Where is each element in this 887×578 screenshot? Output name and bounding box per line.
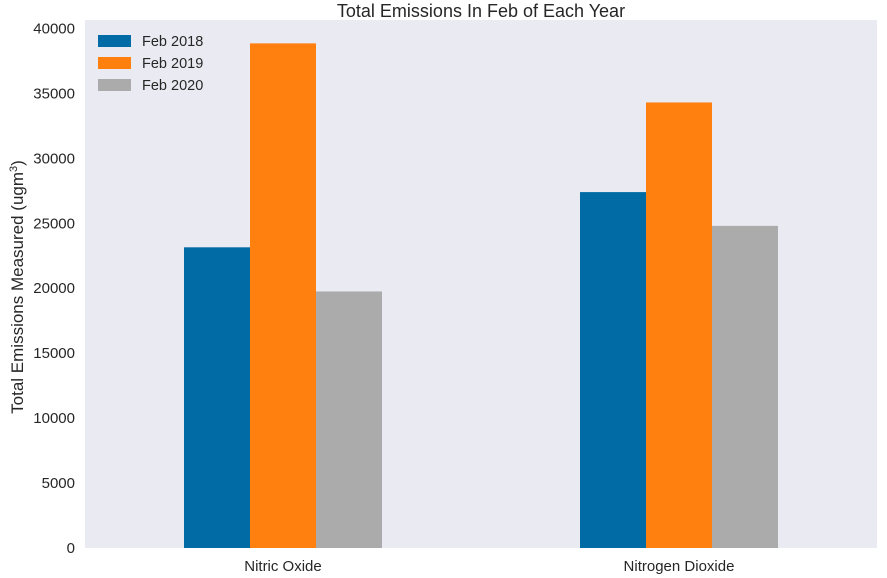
legend-swatch [98,35,131,47]
x-tick-label: Nitric Oxide [244,558,322,575]
y-tick-label: 40000 [33,20,75,37]
legend-swatch [98,79,131,91]
y-tick-label: 0 [67,540,75,557]
bar-feb-2019-nitrogen-dioxide [646,102,712,548]
y-axis-ticks: 0 5000 10000 15000 20000 25000 30000 35000 40000 [33,20,75,557]
y-axis-label-main: Total Emissions Measured (ugm [8,172,27,414]
legend-label: Feb 2018 [142,34,203,50]
y-tick-label: 35000 [33,85,75,102]
bar-feb-2020-nitrogen-dioxide [712,225,778,548]
legend: Feb 2018 Feb 2019 Feb 2020 [98,34,203,94]
y-tick-label: 20000 [33,280,75,297]
y-axis-label-suffix: ) [8,160,27,166]
legend-label: Feb 2019 [142,56,203,72]
bar-feb-2018-nitrogen-dioxide [580,192,646,548]
y-tick-label: 5000 [42,475,75,492]
x-axis-ticks: Nitric Oxide Nitrogen Dioxide [244,558,734,575]
y-tick-label: 25000 [33,215,75,232]
chart-title: Total Emissions In Feb of Each Year [337,1,625,21]
y-axis-label-superscript: 3 [8,166,20,172]
y-tick-label: 15000 [33,345,75,362]
x-tick-label: Nitrogen Dioxide [624,558,735,575]
bar-feb-2018-nitric-oxide [184,247,250,548]
bars [184,43,778,549]
y-axis-label: Total Emissions Measured (ugm3) [8,160,27,414]
bar-feb-2020-nitric-oxide [316,291,382,548]
legend-swatch [98,57,131,69]
y-tick-label: 30000 [33,150,75,167]
legend-label: Feb 2020 [142,78,203,94]
y-tick-label: 10000 [33,410,75,427]
bar-feb-2019-nitric-oxide [250,43,316,549]
